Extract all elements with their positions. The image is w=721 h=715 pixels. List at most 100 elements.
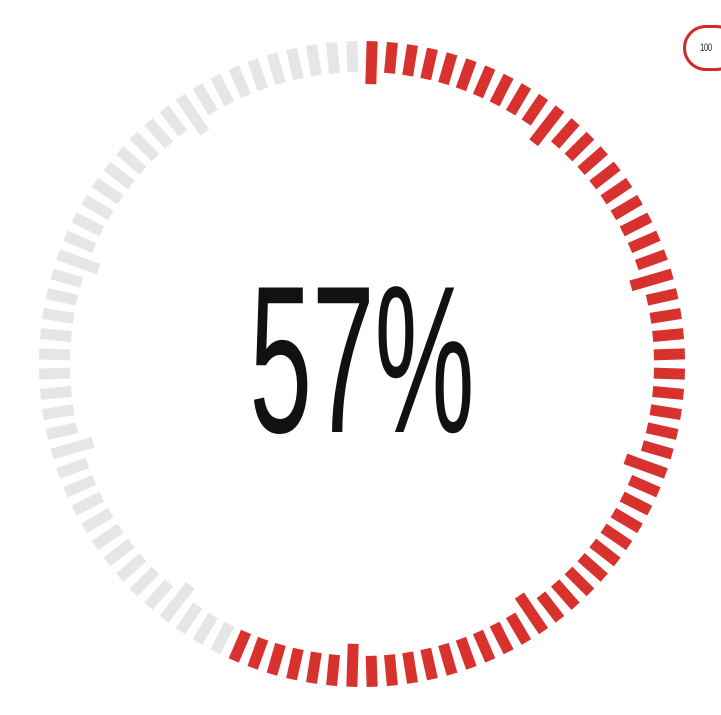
gauge-tick-filled	[610, 194, 643, 221]
gauge-tick-filled	[489, 73, 514, 107]
gauge-tick-empty	[63, 230, 97, 254]
gauge-tick-empty	[56, 249, 101, 275]
gauge-tick-empty	[144, 118, 174, 149]
gauge-tick-empty	[71, 491, 105, 516]
gauge-tick-empty	[129, 566, 160, 597]
gauge-tick-filled	[384, 654, 398, 687]
gauge-tick-empty	[116, 552, 147, 582]
gauge-tick-filled	[653, 367, 686, 380]
gauge-tick-empty	[175, 602, 203, 635]
gauge-tick-filled	[455, 636, 477, 670]
gauge-tick-filled	[645, 288, 679, 306]
gauge-tick-filled	[489, 621, 514, 655]
gauge-tick-filled	[228, 629, 252, 663]
gauge-tick-filled	[365, 655, 378, 688]
gauge-tick-empty	[45, 288, 79, 306]
gauge-tick-filled	[645, 422, 679, 440]
gauge-tick-empty	[228, 65, 252, 99]
gauge-tick-filled	[564, 131, 595, 162]
gauge-tick-filled	[619, 212, 653, 237]
gauge-tick-filled	[455, 58, 477, 92]
gauge-tick-filled	[521, 93, 549, 126]
gauge-tick-filled	[505, 83, 532, 116]
gauge-tick-filled	[649, 308, 682, 324]
gauge-tick-empty	[50, 436, 95, 460]
gauge-tick-filled	[420, 647, 438, 681]
gauge-tick-empty	[91, 177, 124, 205]
gauge-tick-empty	[326, 41, 340, 74]
gauge-tick-filled	[402, 44, 418, 77]
gauge-tick-empty	[175, 93, 210, 136]
gauge-tick-filled	[550, 579, 580, 610]
gauge-tick-filled	[649, 404, 682, 420]
gauge-tick-empty	[159, 105, 188, 137]
gauge-tick-filled	[402, 651, 418, 684]
max-value-badge: 100	[683, 25, 721, 71]
gauge-tick-empty	[210, 73, 235, 107]
gauge-tick-filled	[529, 105, 565, 147]
gauge-tick-filled	[438, 52, 458, 86]
gauge-tick-filled	[365, 40, 378, 85]
gauge-tick-filled	[634, 249, 668, 271]
gauge-tick-filled	[266, 642, 286, 676]
gauge-tick-empty	[42, 404, 75, 420]
gauge-tick-empty	[71, 212, 105, 237]
gauge-tick-filled	[346, 643, 359, 688]
gauge-tick-empty	[42, 308, 75, 324]
gauge-tick-filled	[326, 654, 340, 687]
gauge-tick-filled	[640, 440, 674, 460]
gauge-tick-filled	[286, 647, 304, 681]
gauge-tick-empty	[50, 268, 84, 288]
gauge-tick-empty	[63, 474, 97, 498]
gauge-tick-empty	[91, 523, 124, 551]
gauge-tick-filled	[653, 348, 686, 361]
gauge-tick-empty	[266, 52, 286, 86]
gauge-tick-filled	[472, 65, 496, 99]
gauge-ticks	[38, 40, 686, 688]
gauge-tick-filled	[652, 386, 685, 400]
gauge-tick-filled	[629, 268, 674, 292]
gauge-tick-filled	[577, 552, 608, 582]
gauge-tick-filled	[420, 47, 438, 81]
gauge-tick-filled	[306, 651, 322, 684]
gauge-tick-empty	[81, 194, 114, 221]
gauge-tick-empty	[346, 40, 359, 73]
gauge-tick-filled	[247, 636, 269, 670]
gauge-tick-filled	[505, 612, 532, 645]
gauge-tick-empty	[45, 422, 79, 440]
gauge-tick-filled	[652, 328, 685, 342]
gauge-tick-filled	[536, 591, 565, 623]
gauge-tick-empty	[39, 386, 72, 400]
gauge-tick-filled	[472, 629, 496, 663]
gauge-tick-empty	[103, 538, 135, 567]
gauge-tick-empty	[116, 146, 147, 176]
gauge-tick-empty	[38, 367, 71, 380]
gauge-tick-empty	[129, 131, 160, 162]
gauge-tick-empty	[192, 83, 219, 116]
gauge-tick-filled	[623, 453, 668, 479]
gauge-tick-empty	[247, 58, 269, 92]
gauge-tick-filled	[577, 146, 608, 176]
gauge-tick-filled	[600, 523, 633, 551]
gauge-tick-empty	[81, 507, 114, 534]
gauge-tick-filled	[627, 474, 661, 498]
gauge-tick-filled	[384, 41, 398, 74]
gauge-tick-filled	[619, 491, 653, 516]
gauge-tick-empty	[56, 457, 90, 479]
gauge-tick-empty	[38, 348, 71, 361]
gauge-tick-filled	[600, 177, 633, 205]
gauge-tick-empty	[159, 581, 195, 623]
percentage-value: 57%	[250, 242, 475, 477]
gauge-tick-empty	[144, 579, 174, 610]
max-value-label: 100	[700, 42, 712, 54]
gauge-tick-filled	[564, 566, 595, 597]
gauge-tick-empty	[192, 612, 219, 645]
gauge-tick-filled	[514, 592, 549, 635]
gauge-tick-filled	[589, 161, 621, 190]
gauge-tick-filled	[550, 118, 580, 149]
gauge-tick-filled	[610, 507, 643, 534]
gauge-tick-empty	[39, 328, 72, 342]
gauge-tick-empty	[306, 44, 322, 77]
